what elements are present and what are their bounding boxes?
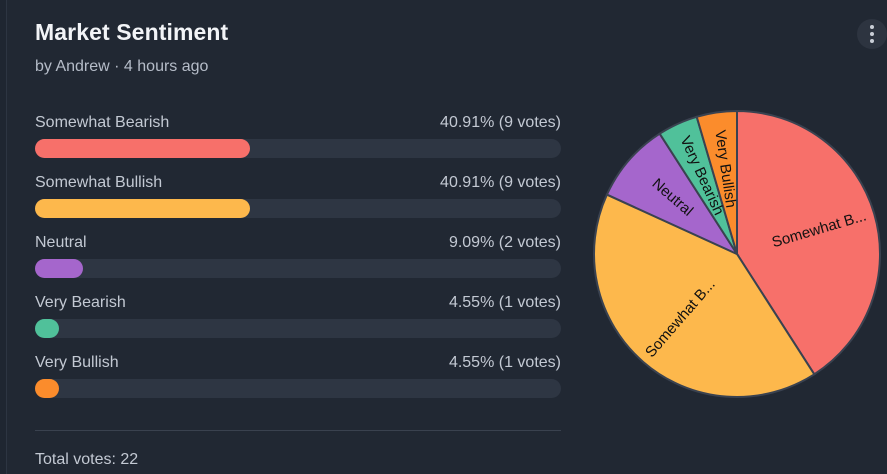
option-value: 40.91% (9 votes): [440, 114, 561, 131]
pie-slice-neutral[interactable]: [605, 132, 740, 257]
progress-track: [35, 319, 561, 338]
progress-track: [35, 259, 561, 278]
progress-fill: [35, 259, 83, 278]
option-label: Somewhat Bearish: [35, 114, 170, 131]
kebab-menu-icon: [870, 32, 874, 36]
poll-options: Somewhat Bearish 40.91% (9 votes) Somewh…: [35, 112, 561, 412]
option-label: Neutral: [35, 234, 87, 251]
kebab-menu-icon: [870, 25, 874, 29]
kebab-menu-icon: [870, 39, 874, 43]
pie-slice-somewhat-bullish[interactable]: [593, 193, 816, 398]
progress-track: [35, 139, 561, 158]
option-value: 9.09% (2 votes): [448, 234, 561, 251]
option-label: Very Bullish: [35, 354, 119, 371]
option-label: Somewhat Bullish: [35, 174, 163, 191]
poll-option[interactable]: Somewhat Bullish 40.91% (9 votes): [35, 172, 561, 232]
progress-fill: [35, 199, 251, 218]
option-value: 4.55% (1 votes): [448, 354, 561, 371]
poll-option[interactable]: Very Bullish 4.55% (1 votes): [35, 352, 561, 412]
poll-option[interactable]: Very Bearish 4.55% (1 votes): [35, 292, 561, 352]
pie-slice-very-bullish[interactable]: [695, 109, 738, 255]
kebab-menu-button[interactable]: [857, 19, 887, 49]
progress-fill: [35, 379, 59, 398]
poll-card: Market Sentiment by Andrew · 4 hours ago…: [6, 0, 887, 474]
progress-fill: [35, 319, 59, 338]
poll-title: Market Sentiment: [35, 19, 229, 45]
option-value: 4.55% (1 votes): [448, 294, 561, 311]
progress-fill: [35, 139, 251, 158]
poll-option[interactable]: Somewhat Bearish 40.91% (9 votes): [35, 112, 561, 172]
total-votes: Total votes: 22: [35, 451, 139, 468]
pie-chart: Somewhat B... Somewhat B... Neutral Very Be…: [592, 109, 882, 399]
option-value: 40.91% (9 votes): [440, 174, 561, 191]
poll-option[interactable]: Neutral 9.09% (2 votes): [35, 232, 561, 292]
progress-track: [35, 379, 561, 398]
divider: [35, 430, 561, 431]
option-label: Very Bearish: [35, 294, 126, 311]
poll-meta: by Andrew · 4 hours ago: [35, 58, 209, 75]
progress-track: [35, 199, 561, 218]
